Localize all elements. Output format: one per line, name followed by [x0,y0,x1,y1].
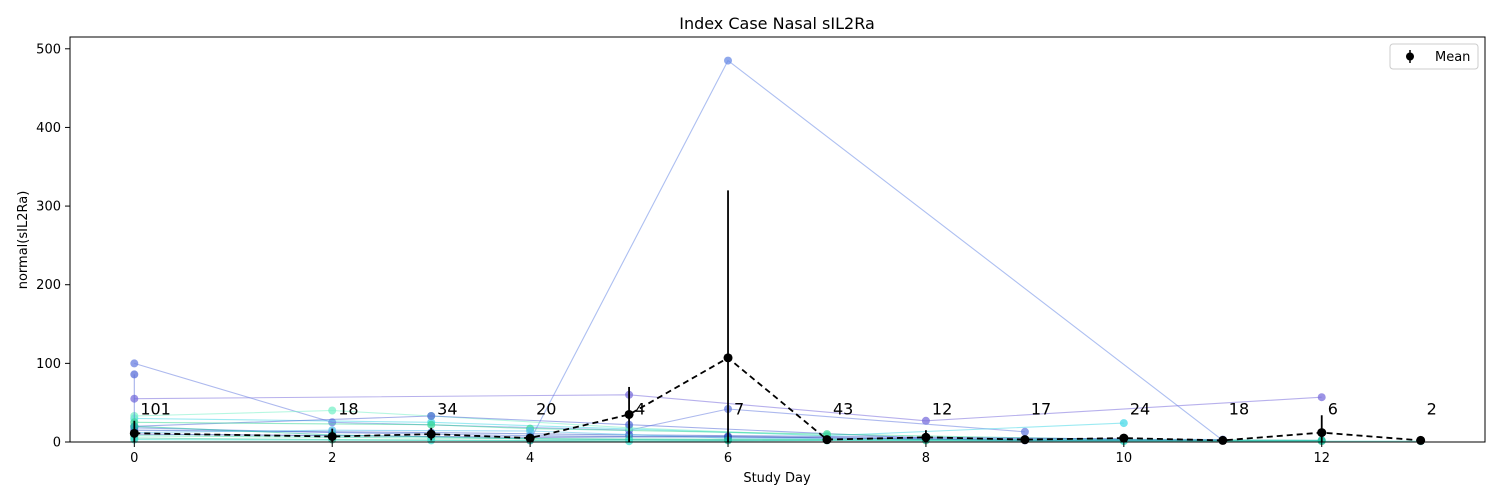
legend: Mean [1389,43,1479,70]
count-label: 18 [1229,399,1249,418]
count-label: 6 [1328,399,1338,418]
subject-point [328,406,337,415]
subject-point [427,420,436,429]
x-tick-label: 12 [1313,451,1330,466]
count-label: 4 [635,399,645,418]
mean-point [525,433,535,443]
subject-point [130,370,139,379]
count-label: 2 [1427,399,1437,418]
y-axis-label: normal(sIL2Ra) [16,191,31,290]
legend-box [1389,43,1479,70]
legend-marker-icon [1406,52,1414,61]
mean-point [1416,435,1426,445]
count-label: 7 [734,399,744,418]
mean-point [921,432,931,442]
y-tick-label: 300 [36,200,61,215]
subject-series-line [134,394,1322,422]
y-tick-label: 400 [36,121,61,136]
mean-point [822,435,832,445]
count-label: 12 [932,399,952,418]
subject-point [130,359,139,368]
count-label: 17 [1031,399,1051,418]
count-label: 24 [1130,399,1150,418]
count-label: 18 [338,399,358,418]
mean-point [1020,435,1030,445]
x-tick-label: 2 [328,451,336,466]
count-label: 20 [536,399,556,418]
x-tick-label: 8 [922,451,930,466]
mean-point [327,431,337,441]
x-tick-label: 0 [130,451,138,466]
mean-point [624,409,634,419]
y-tick-label: 200 [36,278,61,293]
x-tick-label: 4 [526,451,534,466]
plot-frame [69,36,1486,443]
subject-point [526,427,535,435]
subject-point [921,416,930,425]
y-tick-label: 100 [36,357,61,372]
subject-point [1020,427,1029,436]
subject-point [724,56,732,65]
mean-point [723,353,733,363]
count-label: 43 [833,399,853,418]
legend-entry-mean: Mean [1435,50,1470,65]
mean-point [1317,428,1327,438]
subject-point [427,412,436,420]
x-axis-label: Study Day [743,471,811,486]
subject-point [1317,393,1326,402]
count-label: 34 [437,399,457,418]
chart-title: Index Case Nasal sIL2Ra [679,14,875,33]
count-label: 101 [140,399,171,418]
mean-point [129,428,139,438]
x-tick-label: 10 [1116,451,1133,466]
mean-series-layer [129,190,1426,445]
count-labels-layer: 101 18 34 20 4 7 43 12 17 24 18 6 2 [140,399,1437,418]
y-tick-label: 500 [36,42,61,57]
subject-series [130,390,1326,425]
mean-point [426,429,436,439]
x-tick-label: 6 [724,451,732,466]
subject-point [1119,419,1128,428]
mean-point [1119,433,1129,443]
y-tick-label: 0 [53,436,61,451]
mean-point [1218,435,1228,445]
